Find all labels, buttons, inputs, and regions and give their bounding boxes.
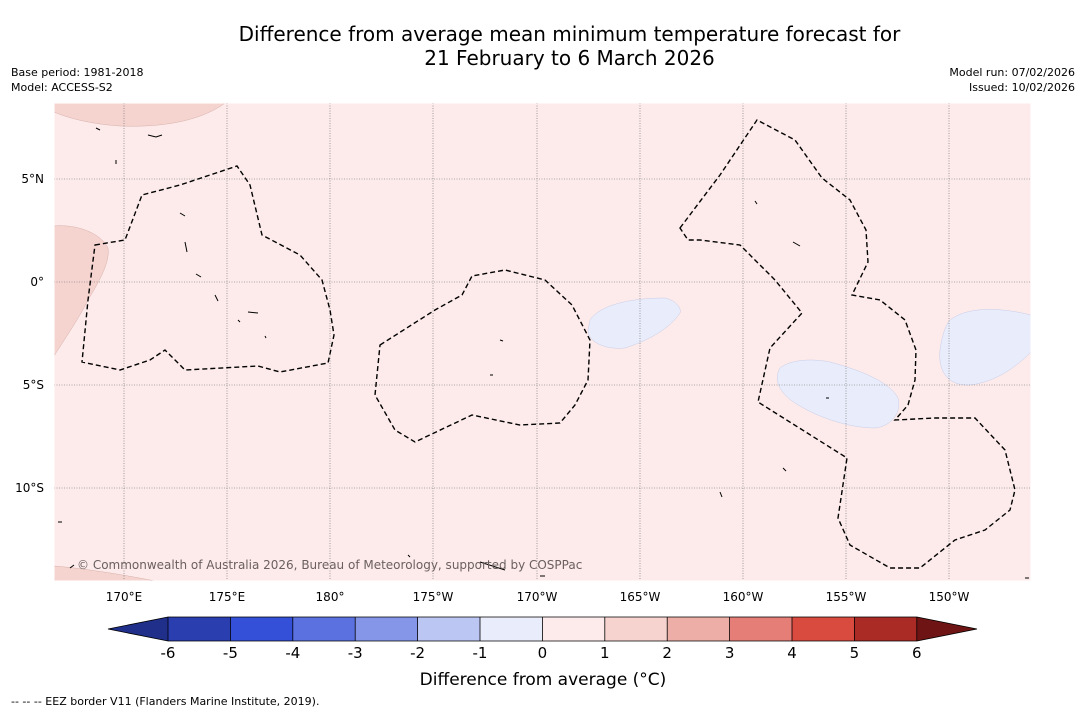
colorbar-cell [667,617,731,641]
model-name: Model: ACCESS-S2 [11,81,113,94]
colorbar-low-extension [108,617,168,641]
colorbar-tick-label: 5 [849,644,860,662]
cool-patch-3 [939,309,1032,386]
colorbar-tick-label: 1 [600,644,610,662]
x-tick-label: 165°W [619,590,661,604]
colorbar-title: Difference from average (°C) [419,670,667,690]
issued-date: Issued: 10/02/2026 [968,81,1075,94]
map-frame [53,102,1032,582]
x-tick-label: 160°W [722,590,764,604]
base-period: Base period: 1981-2018 [11,66,144,79]
warm-patch-west [53,225,109,357]
y-tick-label: 0° [30,275,44,289]
x-tick-label: 155°W [825,590,867,604]
meta-left: Base period: 1981-2018 Model: ACCESS-S2 [11,65,143,95]
colorbar-tick-label: -4 [285,644,301,662]
colorbar-cell [792,617,855,641]
eez-legend: -- -- -- EEZ border V11 (Flanders Marine… [11,695,320,708]
meta-right: Model run: 07/02/2026 Issued: 10/02/2026 [949,65,1075,95]
colorbar-tick-label: 0 [537,644,548,662]
x-tick-label: 170°E [105,590,143,604]
cool-patch-2 [776,359,900,429]
eez-eastern [679,119,1016,569]
colorbar-cell [292,617,356,641]
colorbar-tick-label: 4 [787,644,797,662]
colorbar-cell [854,617,918,641]
model-run: Model run: 07/02/2026 [949,66,1075,79]
x-tick-label: 180° [315,590,345,604]
colorbar [107,616,978,642]
colorbar-cell [417,617,481,641]
colorbar-cell [604,617,668,641]
colorbar-tick-label: -3 [347,644,363,662]
colorbar-high-extension [917,617,977,641]
eez-central [374,269,591,443]
chart-title: Difference from average mean minimum tem… [27,22,1085,70]
map-background [54,103,1031,581]
colorbar-tick-label: 2 [662,644,672,662]
colorbar-tick-label: 3 [724,644,735,662]
eez-borders [81,119,1016,569]
x-tick-label: 170°W [516,590,558,604]
cool-patch-1 [587,297,681,349]
colorbar-tick-label: 6 [912,644,922,662]
title-line-1: Difference from average mean minimum tem… [238,22,901,46]
colorbar-tick-label: -5 [222,644,238,662]
x-tick-label: 175°W [412,590,454,604]
y-tick-label: 10°S [15,481,44,495]
colorbar-cell [542,617,606,641]
warm-patch-north [53,102,226,127]
y-tick-label: 5°S [22,378,44,392]
title-line-2: 21 February to 6 March 2026 [424,46,715,70]
islands [58,127,1029,579]
colorbar-cell [230,617,294,641]
gridlines [54,103,1031,581]
colorbar-tick-label: -6 [160,644,176,662]
x-tick-label: 150°W [928,590,970,604]
colorbar-cell [355,617,419,641]
colorbar-tick-label: -2 [410,644,426,662]
colorbar-cell [480,617,543,641]
colorbar-tick-label: -1 [472,644,488,662]
y-tick-label: 5°N [21,172,44,186]
copyright-notice: © Commonwealth of Australia 2026, Bureau… [77,558,583,572]
x-tick-label: 175°E [208,590,246,604]
eez-tokelau-tuvalu [81,165,335,373]
colorbar-cell [168,617,231,641]
colorbar-cells [168,617,918,641]
colorbar-cell [729,617,793,641]
